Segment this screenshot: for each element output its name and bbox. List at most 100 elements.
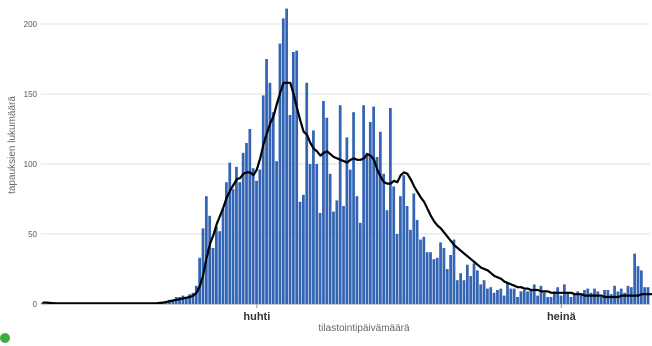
daily-cases-bar [261,95,265,305]
daily-cases-bar [556,287,560,304]
daily-cases-bar [208,215,212,304]
daily-cases-bar [469,276,473,304]
daily-cases-bar [225,182,228,304]
daily-cases-bar [633,253,637,304]
daily-cases-bar [368,122,372,304]
daily-cases-bar [198,257,202,304]
daily-cases-bar [385,210,389,304]
daily-cases-bar [281,18,285,305]
daily-cases-bar [194,285,198,304]
daily-cases-bar [583,290,586,304]
daily-cases-bar [465,264,469,304]
daily-cases-bar [328,173,332,304]
daily-cases-bar [285,8,289,304]
legend-marker-icon [0,333,10,343]
daily-cases-bar [502,295,506,304]
daily-cases-bar [201,228,205,304]
daily-cases-bar [409,229,412,304]
daily-cases-bar [362,105,365,304]
daily-cases-bar [489,287,493,304]
daily-cases-bar [512,288,516,304]
daily-cases-bar [378,131,382,304]
daily-cases-bar [532,284,536,304]
daily-cases-bar [365,152,369,304]
x-axis-title: tilastointipäivämäärä [318,323,410,334]
daily-cases-bar [238,182,242,304]
daily-cases-bar [529,290,533,304]
daily-cases-bar [295,50,299,304]
daily-cases-bar [308,164,312,304]
daily-cases-bar [445,269,449,304]
daily-cases-bar [302,194,305,304]
daily-cases-bar [496,290,499,304]
daily-cases-bar [422,236,426,304]
daily-cases-bar [552,291,556,304]
daily-cases-bar [486,288,489,304]
daily-cases-bar [318,213,322,304]
daily-cases-bar [235,166,238,304]
daily-cases-bar [516,297,519,304]
daily-cases-bar [429,252,432,304]
daily-cases-bar [291,52,295,304]
daily-cases-bar [268,82,272,304]
daily-cases-bar [419,239,422,304]
daily-cases-bar [372,106,376,304]
daily-cases-bar [231,189,235,304]
daily-cases-bar [479,284,483,304]
y-axis-title: tapauksien lukumäärä [7,96,18,194]
daily-cases-bar [402,175,406,304]
daily-cases-bar [459,273,463,304]
axes: tapauksien lukumäärä tilastointipäivämää… [7,96,650,334]
daily-cases-bar [639,270,643,304]
daily-cases-bar [539,285,543,304]
daily-cases-bar [211,248,215,304]
daily-cases-bar [542,292,546,304]
x-tick-label: heinä [547,311,577,323]
y-tick-label: 150 [24,90,38,99]
daily-cases-bar [355,196,359,304]
daily-cases-bar [412,193,416,304]
daily-cases-bar [549,297,553,304]
daily-cases-bar [392,186,396,304]
daily-cases-bar [345,137,349,304]
daily-cases-bar [399,196,402,304]
daily-cases-bar [41,302,44,304]
daily-cases-bar [204,196,208,304]
daily-cases-bar [188,294,191,304]
daily-cases-bar [573,294,576,304]
daily-cases-bar [425,252,429,304]
daily-cases-bar [338,105,342,304]
daily-cases-bar [646,287,650,304]
daily-cases-bar [335,200,339,304]
daily-cases-bar [492,292,496,304]
daily-cases-bar [449,255,452,304]
daily-cases-bar [348,169,352,304]
daily-cases-bar [569,297,573,304]
daily-cases-bar [579,294,583,304]
daily-cases-bar [191,292,195,304]
daily-cases-bar [288,115,292,304]
daily-cases-bar [358,222,362,304]
daily-cases-bar [455,280,459,304]
daily-cases-bar [241,152,245,304]
daily-cases-bar [522,290,526,304]
daily-cases-bar [265,59,268,304]
daily-cases-bar [228,162,232,304]
daily-cases-bar [526,291,529,304]
daily-cases-bar [312,130,315,304]
daily-cases-bar [332,211,335,304]
daily-cases-bar [352,112,355,304]
daily-cases-bar [218,231,222,304]
daily-cases-bar [435,257,439,304]
daily-cases-bar [278,43,282,304]
daily-cases-bar [566,292,570,304]
daily-cases-bar [255,180,258,304]
daily-cases-bar [258,169,262,304]
daily-cases-bar [643,287,647,304]
daily-cases-bar [271,112,275,304]
daily-cases-bar [452,239,456,304]
daily-cases-bar [613,285,616,304]
daily-cases-bar [389,108,392,304]
daily-cases-bar [315,164,319,304]
